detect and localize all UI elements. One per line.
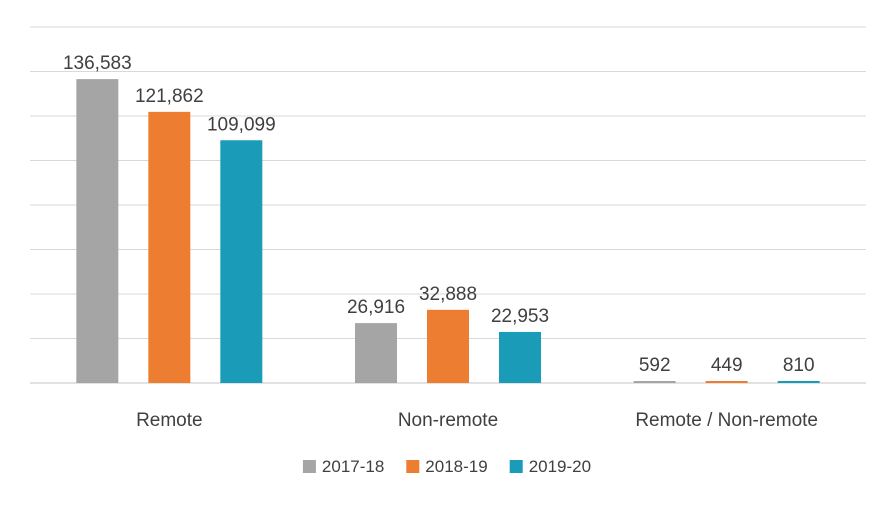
- legend-label-2019-20: 2019-20: [529, 457, 591, 476]
- data-label-remote-2017-18: 136,583: [63, 53, 132, 74]
- category-label-remote: Remote: [136, 410, 203, 431]
- bar-remote-non-remote-2019-20: [777, 381, 820, 383]
- legend-swatch-2018-19: [406, 460, 420, 473]
- category-label-remote-non-remote: Remote / Non-remote: [635, 410, 818, 431]
- bar-remote-non-remote-2017-18: [633, 381, 676, 383]
- data-label-non-remote-2019-20: 22,953: [491, 306, 549, 327]
- category-label-non-remote: Non-remote: [398, 410, 498, 431]
- data-label-remote-2018-19: 121,862: [135, 86, 204, 107]
- bar-remote-2019-20: [220, 140, 263, 383]
- legend: 2017-18 2018-19 2019-20: [302, 457, 591, 476]
- legend-swatch-2019-20: [509, 460, 523, 473]
- data-label-non-remote-2018-19: 32,888: [419, 284, 477, 305]
- category-labels: Remote Non-remote Remote / Non-remote: [136, 410, 818, 431]
- legend-item-2017-18: 2017-18: [302, 457, 384, 476]
- bar-non-remote-2019-20: [499, 331, 541, 383]
- data-label-remote-2019-20: 109,099: [207, 114, 276, 135]
- bar-remote-non-remote-2018-19: [705, 381, 748, 383]
- bars: [76, 79, 820, 384]
- legend-item-2019-20: 2019-20: [509, 457, 591, 476]
- legend-item-2018-19: 2018-19: [406, 457, 488, 476]
- data-label-remote-non-remote-2019-20: 810: [783, 355, 815, 376]
- bar-remote-2018-19: [148, 111, 191, 383]
- data-label-remote-non-remote-2018-19: 449: [711, 355, 743, 376]
- bar-remote-2017-18: [76, 79, 119, 384]
- legend-label-2018-19: 2018-19: [425, 457, 487, 476]
- legend-swatch-2017-18: [302, 460, 316, 473]
- legend-label-2017-18: 2017-18: [322, 457, 384, 476]
- bar-non-remote-2018-19: [427, 309, 469, 383]
- data-label-remote-non-remote-2017-18: 592: [639, 355, 671, 376]
- bar-non-remote-2017-18: [355, 323, 397, 383]
- data-label-non-remote-2017-18: 26,916: [347, 297, 405, 318]
